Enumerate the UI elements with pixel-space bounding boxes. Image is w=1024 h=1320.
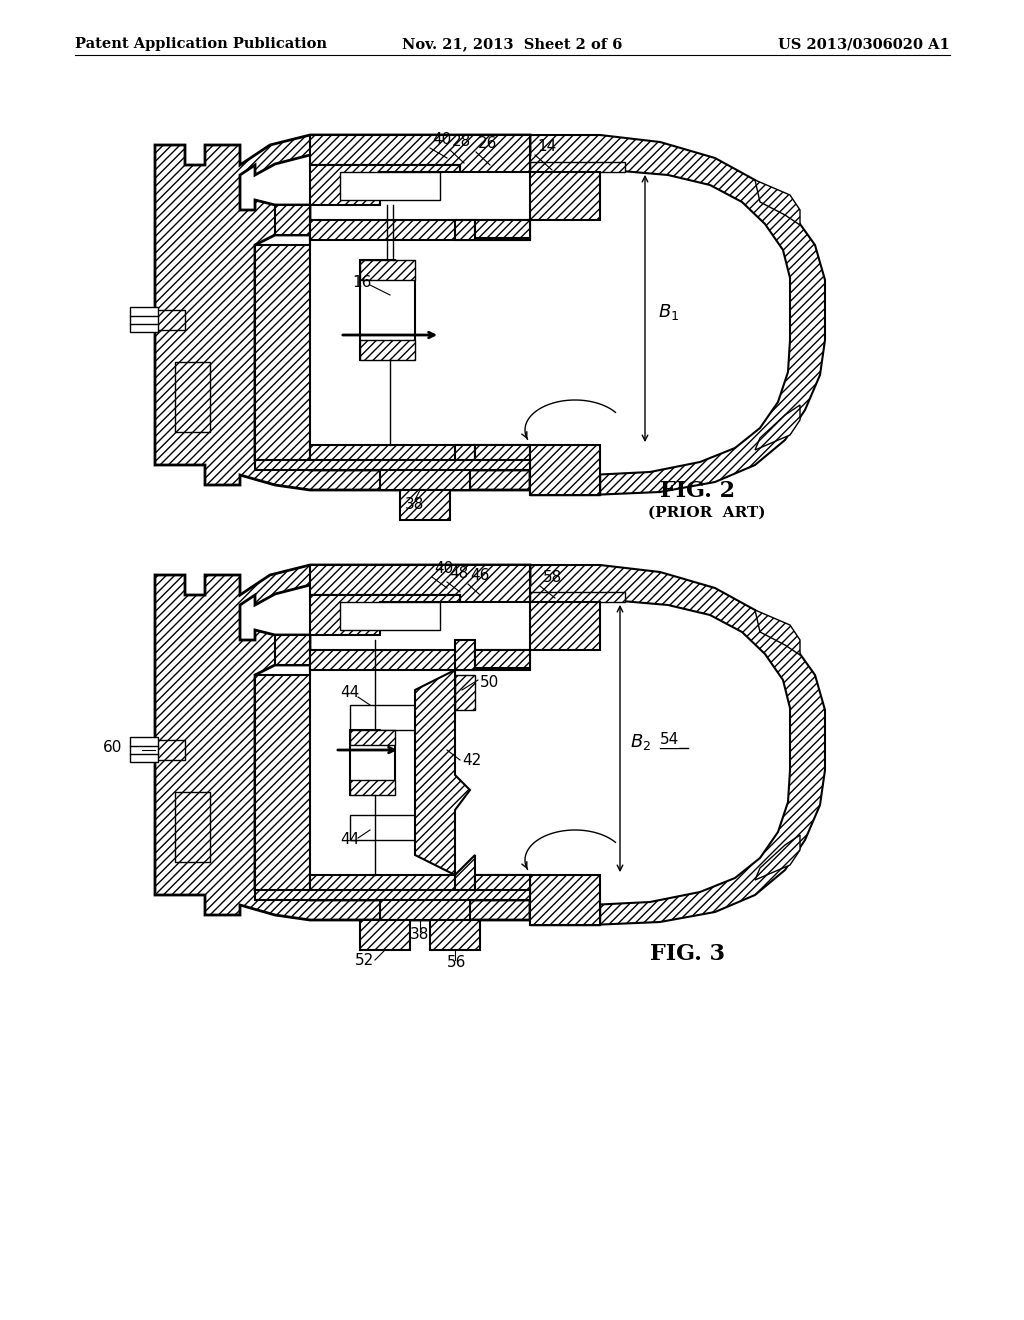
Polygon shape (380, 465, 470, 490)
Polygon shape (175, 362, 210, 432)
Text: 38: 38 (410, 927, 429, 942)
Polygon shape (530, 565, 825, 925)
Polygon shape (360, 341, 415, 360)
Text: 46: 46 (470, 568, 489, 583)
Polygon shape (155, 565, 530, 920)
Polygon shape (475, 445, 530, 465)
Polygon shape (155, 741, 185, 760)
Polygon shape (530, 591, 625, 602)
Polygon shape (255, 890, 530, 900)
Polygon shape (310, 649, 530, 671)
Polygon shape (415, 671, 470, 875)
Text: 26: 26 (478, 136, 498, 150)
Text: 50: 50 (480, 675, 500, 690)
Polygon shape (255, 459, 530, 470)
Polygon shape (475, 649, 530, 668)
Text: FIG. 2: FIG. 2 (660, 480, 735, 502)
Polygon shape (530, 906, 600, 925)
Text: 48: 48 (449, 566, 468, 581)
Text: 42: 42 (462, 752, 481, 768)
Polygon shape (350, 780, 395, 795)
Polygon shape (530, 162, 625, 172)
Polygon shape (755, 836, 800, 880)
Polygon shape (530, 135, 825, 495)
Text: 40: 40 (432, 132, 452, 147)
Text: FIG. 3: FIG. 3 (650, 942, 725, 965)
Polygon shape (350, 814, 415, 840)
Polygon shape (400, 490, 450, 520)
Polygon shape (475, 875, 530, 895)
Polygon shape (455, 855, 475, 895)
Text: $B_2$: $B_2$ (630, 733, 651, 752)
Polygon shape (310, 565, 530, 602)
Polygon shape (340, 172, 440, 201)
Text: 58: 58 (543, 570, 562, 585)
Text: US 2013/0306020 A1: US 2013/0306020 A1 (778, 37, 950, 51)
Polygon shape (360, 920, 410, 950)
Polygon shape (350, 730, 395, 795)
Polygon shape (455, 445, 530, 465)
Text: 44: 44 (340, 832, 359, 847)
Polygon shape (310, 595, 460, 635)
Text: Patent Application Publication: Patent Application Publication (75, 37, 327, 51)
Polygon shape (310, 165, 460, 205)
Polygon shape (175, 792, 210, 862)
Text: 56: 56 (447, 954, 466, 970)
Polygon shape (155, 135, 530, 490)
Text: 52: 52 (355, 953, 374, 968)
Text: 40: 40 (434, 561, 454, 576)
Text: 60: 60 (103, 741, 123, 755)
Polygon shape (755, 610, 800, 655)
Polygon shape (350, 705, 415, 730)
Polygon shape (310, 220, 530, 240)
Polygon shape (455, 675, 475, 710)
Text: Nov. 21, 2013  Sheet 2 of 6: Nov. 21, 2013 Sheet 2 of 6 (401, 37, 623, 51)
Text: (PRIOR  ART): (PRIOR ART) (648, 506, 766, 520)
Polygon shape (455, 640, 475, 671)
Polygon shape (255, 205, 310, 470)
Text: 38: 38 (406, 498, 424, 512)
Polygon shape (455, 220, 530, 240)
Polygon shape (155, 310, 185, 330)
Polygon shape (530, 602, 600, 649)
Polygon shape (360, 260, 415, 360)
Text: 16: 16 (352, 275, 372, 290)
Polygon shape (255, 635, 310, 900)
Polygon shape (130, 737, 158, 762)
Polygon shape (755, 180, 800, 224)
Polygon shape (430, 920, 480, 950)
Polygon shape (530, 445, 600, 495)
Polygon shape (350, 730, 395, 744)
Polygon shape (475, 220, 530, 238)
Polygon shape (310, 445, 530, 465)
Text: 28: 28 (452, 135, 471, 149)
Polygon shape (530, 875, 600, 925)
Polygon shape (530, 475, 600, 495)
Polygon shape (310, 135, 530, 172)
Polygon shape (130, 308, 158, 333)
Polygon shape (755, 405, 800, 450)
Text: $B_1$: $B_1$ (658, 302, 679, 322)
Text: 44: 44 (340, 685, 359, 700)
Text: 54: 54 (660, 733, 679, 747)
Polygon shape (530, 172, 600, 220)
Text: 14: 14 (537, 139, 556, 154)
Polygon shape (310, 875, 530, 895)
Polygon shape (380, 895, 470, 920)
Polygon shape (340, 602, 440, 630)
Polygon shape (360, 260, 415, 280)
